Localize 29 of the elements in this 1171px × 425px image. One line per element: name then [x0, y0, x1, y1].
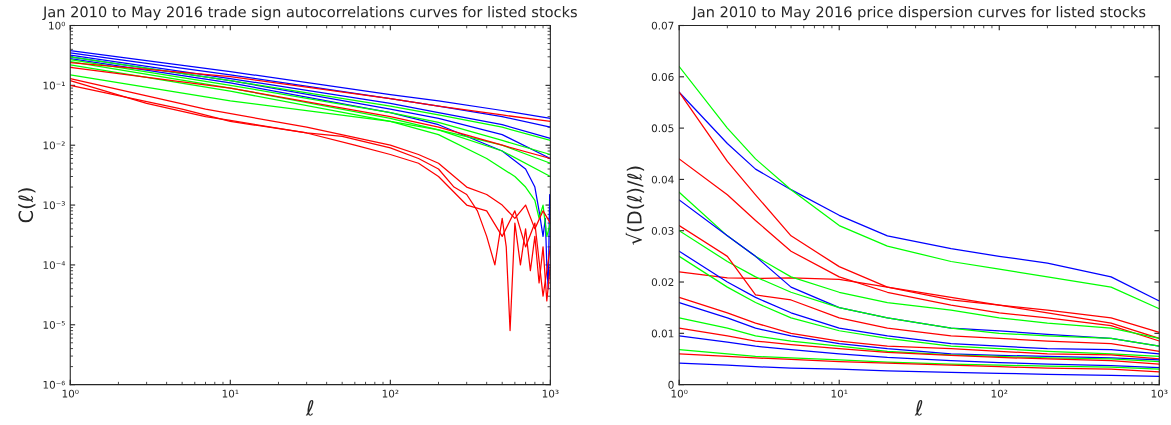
y-tick-label: 0.04: [651, 175, 674, 184]
chart-title: Jan 2010 to May 2016 trade sign autocorrelations curves for listed stocks: [42, 6, 577, 21]
y-tick-label: 0.07: [651, 21, 674, 30]
y-tick-label: 10⁰: [49, 21, 66, 30]
y-axis-title: √(D(ℓ)/ℓ): [625, 166, 645, 245]
y-tick-label: 0.05: [651, 124, 674, 133]
x-tick-label: 10¹: [831, 389, 848, 398]
x-axis-title: ℓ: [305, 399, 314, 416]
x-tick-label: 10³: [1151, 389, 1168, 398]
y-tick-label: 10⁻²: [43, 141, 65, 150]
x-tick-label: 10¹: [222, 389, 239, 398]
y-tick-label: 10⁻⁵: [43, 321, 65, 329]
chart-title: Jan 2010 to May 2016 price dispersion curves for listed stocks: [691, 6, 1146, 21]
y-tick-label: 0.02: [651, 278, 674, 287]
x-tick-label: 10²: [991, 389, 1008, 398]
y-tick-label: 0.01: [651, 329, 674, 338]
y-tick-label: 0.06: [651, 73, 674, 81]
y-tick-label: 10⁻¹: [43, 81, 65, 90]
y-tick-label: 10⁻⁶: [43, 380, 66, 389]
x-tick-label: 10⁰: [62, 389, 79, 398]
x-tick-label: 10²: [382, 389, 399, 398]
x-axis-title: ℓ: [914, 399, 923, 416]
x-tick-label: 10³: [542, 389, 559, 398]
y-tick-label: 0.03: [651, 226, 674, 235]
y-tick-label: 0: [668, 380, 674, 389]
y-tick-label: 10⁻⁴: [43, 261, 66, 270]
y-tick-label: 10⁻³: [43, 201, 65, 210]
x-tick-label: 10⁰: [671, 389, 688, 398]
y-axis-title: C(ℓ): [18, 188, 36, 223]
